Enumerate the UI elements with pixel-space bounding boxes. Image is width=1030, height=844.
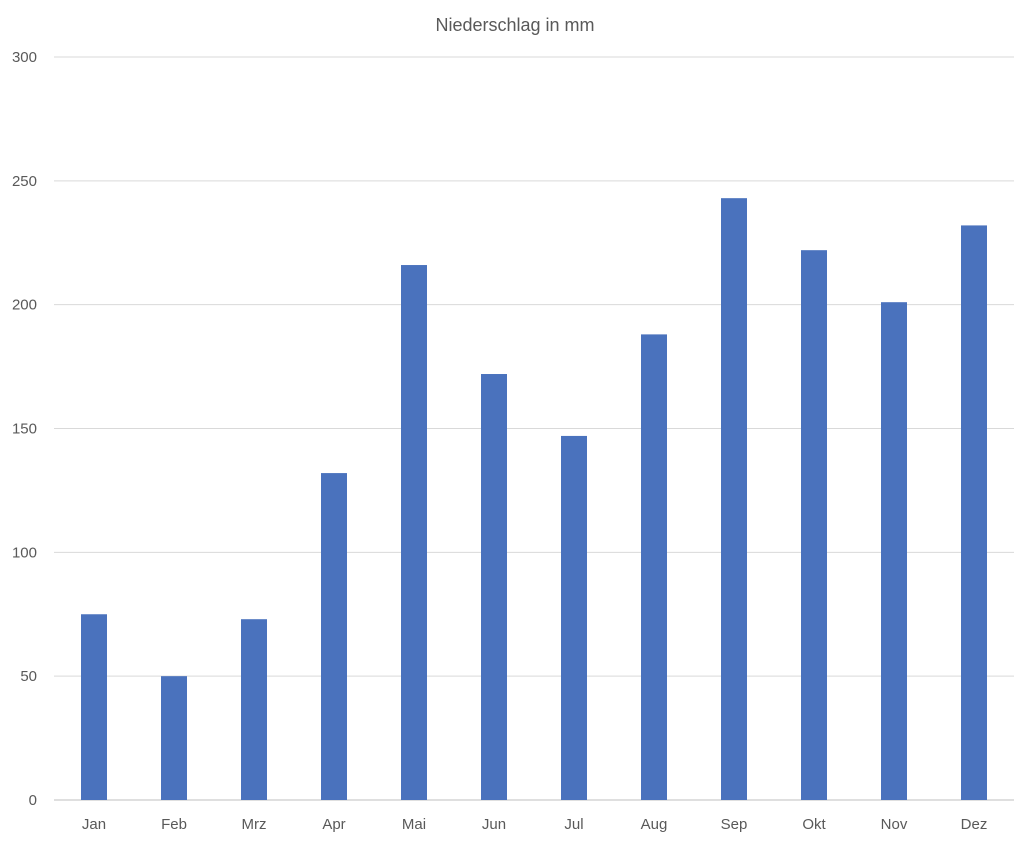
bars [81,198,987,801]
gridlines [54,56,1014,801]
x-category-label: Sep [721,816,748,833]
y-axis-tick-labels: 0 50 100 150 200 250 300 [12,49,37,809]
x-category-label: Okt [802,816,826,833]
y-tick-label: 200 [12,297,37,314]
x-category-label: Mrz [242,816,267,833]
bar-jan [81,614,107,800]
x-category-label: Dez [961,816,988,833]
bar-mrz [241,619,267,800]
y-tick-label: 100 [12,544,37,561]
bar-sep [721,198,747,801]
x-category-label: Nov [881,816,908,833]
y-tick-label: 300 [12,49,37,66]
x-axis-category-labels: Jan Feb Mrz Apr Mai Jun Jul Aug Sep Okt Nov Dez [82,816,987,833]
y-tick-label: 50 [20,668,37,685]
bar-jul [561,435,587,800]
x-category-label: Jul [564,816,583,833]
x-category-label: Apr [322,816,345,833]
bar-apr [321,473,347,800]
chart-title: Niederschlag in mm [435,15,594,35]
bar-aug [641,334,667,800]
x-category-label: Jan [82,816,106,833]
x-category-label: Aug [641,816,668,833]
x-category-label: Mai [402,816,426,833]
bar-okt [801,250,827,800]
bar-mai [401,265,427,800]
x-category-label: Jun [482,816,506,833]
bar-dez [961,225,987,800]
y-tick-label: 150 [12,421,37,438]
y-tick-label: 250 [12,173,37,190]
x-category-label: Feb [161,816,187,833]
y-tick-label: 0 [29,792,37,809]
bar-nov [881,302,907,800]
bar-jun [481,374,507,800]
bar-feb [161,676,187,800]
